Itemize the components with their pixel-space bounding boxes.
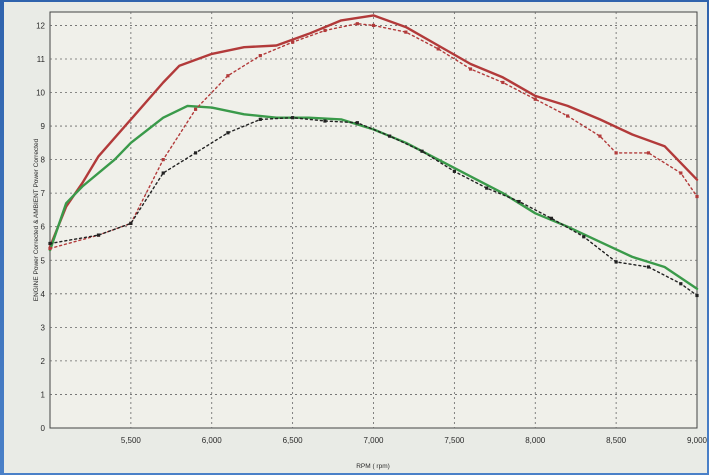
series-marker-3 (566, 114, 570, 118)
x-tick-label: 8,000 (525, 436, 546, 445)
series-marker-3 (404, 30, 408, 34)
y-tick-label: 1 (41, 390, 46, 399)
plot-area (49, 11, 698, 429)
series-marker-4 (323, 119, 327, 123)
series-marker-3 (533, 97, 537, 101)
series-marker-4 (226, 131, 230, 135)
series-marker-4 (388, 134, 392, 138)
series-marker-4 (258, 117, 262, 121)
x-tick-label: 9,000 (687, 436, 708, 445)
series-marker-3 (355, 22, 359, 26)
x-tick-label: 6,000 (202, 436, 223, 445)
series-marker-3 (48, 246, 52, 251)
series-marker-3 (323, 28, 327, 33)
x-tick-label: 5,500 (121, 436, 142, 445)
x-tick-label: 7,500 (444, 436, 465, 445)
y-tick-label: 10 (36, 89, 45, 98)
y-tick-label: 4 (41, 290, 46, 299)
y-tick-label: 12 (36, 21, 45, 30)
x-axis-title: RPM ( rpm) (356, 463, 390, 470)
tick-labels: 5,500 6,000 6,500 7,000 7,500 8,000 8,500 9,000… (36, 21, 707, 445)
series-marker-3 (614, 151, 618, 155)
series-group (48, 14, 699, 298)
series-marker-4 (420, 149, 424, 153)
series-marker-4 (193, 151, 198, 155)
y-tick-label: 0 (41, 424, 46, 433)
series-marker-3 (291, 40, 295, 44)
series-marker-4 (614, 260, 618, 264)
y-axis-title: ENGINE Power Corrected & AMBIENT Power C… (33, 138, 40, 301)
series-line-2 (48, 104, 699, 290)
series-marker-3 (679, 171, 683, 175)
series-marker-4 (96, 233, 101, 237)
series-marker-4 (485, 186, 489, 190)
y-tick-label: 8 (41, 156, 46, 165)
series-marker-4 (291, 116, 295, 120)
series-marker-3 (468, 67, 473, 71)
y-tick-label: 2 (41, 357, 46, 366)
series-marker-4 (48, 241, 52, 246)
series-marker-4 (695, 293, 699, 298)
x-tick-label: 6,500 (283, 436, 304, 445)
series-line-1 (48, 14, 699, 249)
series-marker-3 (226, 74, 230, 78)
y-tick-label: 11 (37, 55, 46, 64)
series-marker-3 (646, 151, 651, 155)
series-marker-4 (129, 221, 133, 225)
series-marker-4 (582, 235, 586, 239)
series-marker-3 (436, 47, 440, 51)
series-marker-3 (193, 107, 198, 111)
series-marker-3 (501, 80, 505, 85)
y-tick-label: 3 (41, 323, 46, 332)
y-tick-label: 9 (41, 122, 46, 131)
series-marker-3 (598, 134, 602, 138)
x-tick-label: 7,000 (363, 436, 384, 445)
series-marker-4 (549, 216, 554, 220)
series-marker-4 (355, 121, 359, 125)
series-marker-3 (161, 158, 165, 162)
series-line-3 (49, 23, 698, 250)
series-marker-4 (161, 171, 165, 175)
series-marker-4 (452, 169, 456, 173)
grid (50, 12, 697, 428)
series-marker-3 (695, 194, 699, 199)
y-tick-label: 5 (41, 256, 46, 265)
series-marker-4 (679, 282, 683, 286)
series-marker-3 (258, 54, 262, 58)
y-tick-label: 7 (41, 189, 46, 198)
series-marker-4 (646, 265, 651, 269)
y-tick-label: 6 (41, 223, 46, 232)
series-marker-4 (517, 199, 521, 204)
x-tick-label: 8,500 (606, 436, 627, 445)
series-marker-3 (371, 23, 376, 28)
